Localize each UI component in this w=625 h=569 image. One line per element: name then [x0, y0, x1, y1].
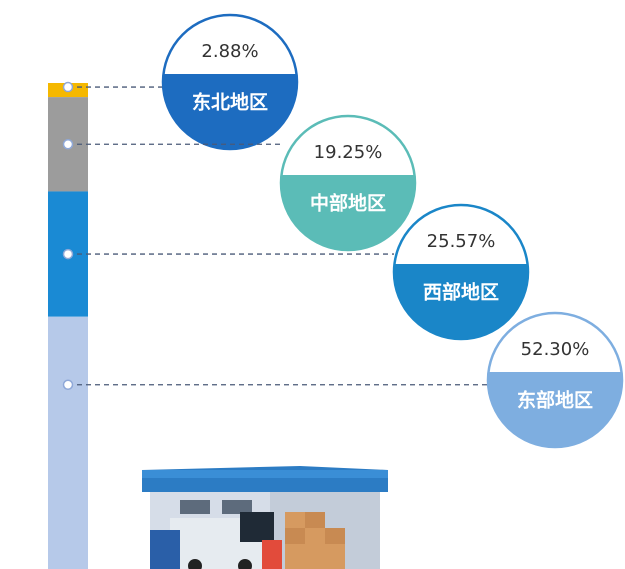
- label-bubble: 2.88% 东北地区: [163, 15, 297, 149]
- category-label: 东部地区: [517, 389, 593, 412]
- value-label: 2.88%: [201, 41, 258, 62]
- bar-segment: [48, 317, 88, 569]
- leader-dot: [64, 140, 73, 149]
- value-label: 52.30%: [521, 339, 590, 360]
- category-label: 西部地区: [423, 281, 499, 304]
- label-bubble: 52.30% 东部地区: [488, 313, 622, 447]
- label-bubble: 19.25% 中部地区: [281, 116, 415, 250]
- category-label: 中部地区: [310, 192, 386, 215]
- warehouse-illustration: [142, 466, 388, 569]
- label-bubble: 25.57% 西部地区: [394, 205, 528, 339]
- category-label: 东北地区: [192, 91, 268, 114]
- leader-dot: [64, 380, 73, 389]
- value-label: 19.25%: [314, 142, 383, 163]
- leader-dot: [64, 83, 73, 92]
- leader-dot: [64, 250, 73, 259]
- chart: 2.88% 东北地区 19.25% 中部地区 25.57% 西部地区 52.30% 东部地区: [0, 0, 625, 569]
- value-label: 25.57%: [427, 231, 496, 252]
